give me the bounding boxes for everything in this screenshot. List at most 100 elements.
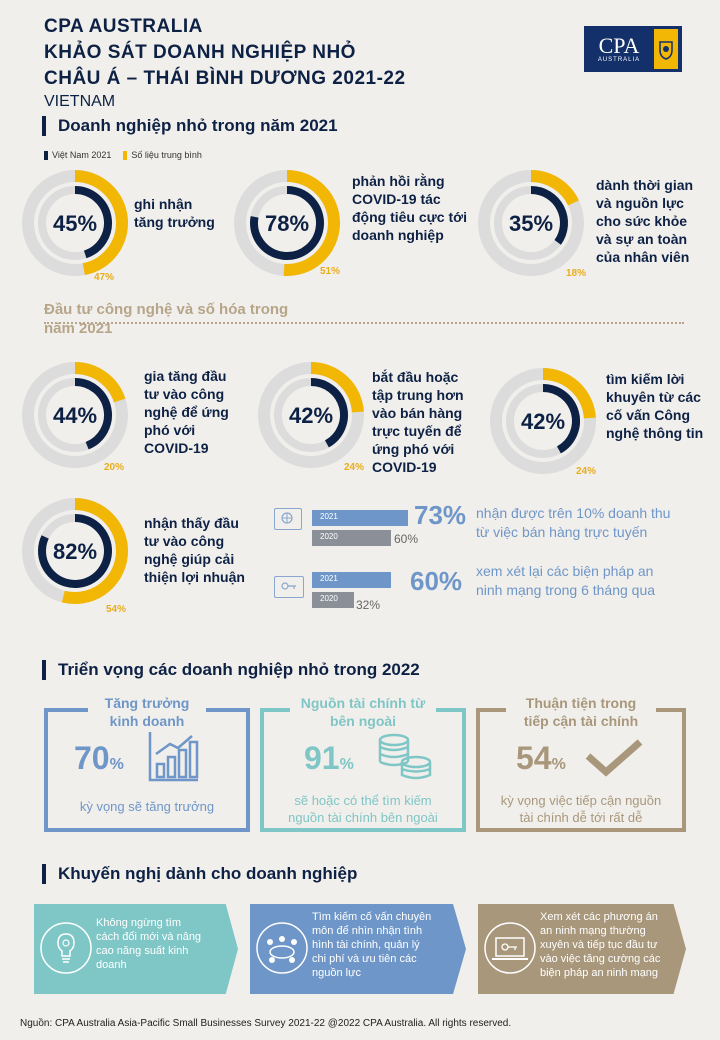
donut-covid-desc: phản hồi rằng COVID-19 tác động tiêu cực t… (352, 173, 467, 243)
section2-title: Đầu tư công nghệ và số hóa trong năm 2021 (44, 301, 289, 337)
bar-online-revenue: 2021 2020 (312, 508, 492, 548)
logo-subtext: AUSTRALIA (597, 57, 641, 63)
value-arc (74, 378, 112, 450)
donut-it-advice: 42% (488, 366, 598, 476)
footer-source: Nguồn: CPA Australia Asia-Pacific Small … (20, 1018, 512, 1029)
value-arc (38, 514, 112, 588)
donut-profit-avg: 54% (106, 604, 127, 615)
donut-covid-avg: 51% (320, 266, 341, 277)
avg-arc (74, 362, 126, 403)
coins-icon (376, 732, 436, 787)
donut-value-label: 82% (53, 539, 97, 564)
box-access-pct: 54% (516, 740, 566, 776)
donut-growth-avg: 47% (94, 272, 115, 283)
bar-cybersecurity: 2021 2020 (312, 570, 492, 610)
donut-wellbeing-desc: dành thời gian và nguồn lực cho sức khỏe và… (596, 177, 694, 265)
bar-row: 2020 (312, 592, 355, 608)
avg-arc (61, 498, 128, 604)
avg-arc (310, 362, 364, 413)
cpa-logo: CPA AUSTRALIA (584, 26, 682, 72)
meeting-icon (254, 920, 310, 981)
box-access-title: Thuận tiện trong tiếp cận tài chính (508, 694, 654, 730)
bar-online-revenue-2021-pct: 73% (414, 500, 467, 530)
value-arc (530, 186, 568, 245)
bar-row: 2020 (312, 530, 392, 546)
box-finance-title: Nguồn tài chính từ bên ngoài (290, 694, 436, 730)
donut-value-label: 78% (265, 211, 309, 236)
section4-title: Khuyến nghị dành cho doanh nghiệp (42, 864, 357, 884)
donut-svg: 42% (490, 368, 596, 474)
outlook-box-finance: Nguồn tài chính từ bên ngoài 91% sẽ hoặc … (260, 694, 466, 832)
outlook-box-access: Thuận tiện trong tiếp cận tài chính 54% k… (476, 694, 686, 832)
legend-avg-label: Số liệu trung bình (131, 150, 202, 160)
country-label: VIETNAM (44, 93, 116, 110)
donut-tech-invest-desc: gia tăng đầu tư vào công nghệ để ứng phó vớ… (144, 368, 229, 456)
donut-value-label: 42% (289, 403, 333, 428)
donut-online-sales-avg: 24% (344, 462, 365, 473)
value-arc (310, 378, 348, 448)
donut-tech-invest-avg: 20% (104, 462, 125, 473)
bar-year-label: 2020 (320, 594, 338, 603)
box-growth-pct: 70% (74, 740, 124, 776)
checkmark-icon (584, 738, 644, 783)
box-top-right-edge (202, 708, 250, 712)
crest-icon (654, 29, 678, 69)
donut-value-label: 44% (53, 403, 97, 428)
title-line-1: CPA AUSTRALIA (44, 16, 203, 37)
avg-arc (530, 170, 579, 206)
donut-tech-invest: 44% (20, 360, 130, 470)
avg-arc (542, 368, 596, 419)
donut-svg: 78% (234, 170, 340, 276)
rec-card-cybersecurity-text: Xem xét các phương án an ninh mạng thường… (540, 911, 661, 979)
donut-profit: 82% (20, 496, 130, 606)
legend-item-avg: Số liệu trung bình (123, 150, 202, 161)
box-top-left-edge (260, 708, 290, 712)
legend: Việt Nam 2021 Số liệu trung bình (44, 150, 202, 161)
box-top-left-edge (476, 708, 506, 712)
bar-online-revenue-2020-pct: 60% (394, 532, 419, 546)
box-access-desc: kỳ vọng việc tiếp cận nguồn tài chính dễ … (500, 793, 662, 825)
bar-cybersecurity-desc: xem xét lại các biện pháp an ninh mạng tr… (476, 563, 656, 598)
donut-value-label: 45% (53, 211, 97, 236)
box-finance-desc: sẽ hoặc có thể tìm kiếm nguồn tài chính b… (288, 793, 438, 825)
logo-text: CPA (598, 33, 640, 58)
bar-year-label: 2020 (320, 532, 338, 541)
avg-arc (283, 170, 340, 276)
box-finance-pct: 91% (304, 740, 354, 776)
bar-row: 2021 (312, 572, 392, 588)
donut-it-advice-desc: tìm kiếm lời khuyên từ các cố vấn Công nghệ… (606, 371, 704, 441)
section3-title: Triển vọng các doanh nghiệp nhỏ trong 20… (42, 660, 420, 680)
box-top-left-edge (44, 708, 92, 712)
title-line-3: CHÂU Á – THÁI BÌNH DƯƠNG 2021-22 (44, 68, 406, 89)
donut-svg: 44% (22, 362, 128, 468)
value-arc (542, 384, 580, 454)
section2-divider (44, 322, 684, 324)
donut-profit-desc: nhận thấy đầu tư vào công nghệ giúp cải thi… (144, 515, 245, 585)
donut-online-sales: 42% (256, 360, 366, 470)
donut-it-advice-avg: 24% (576, 466, 597, 477)
bar-cybersecurity-2021-pct: 60% (410, 566, 463, 596)
legend-vn-label: Việt Nam 2021 (52, 150, 112, 160)
rec-card-cybersecurity: Xem xét các phương án an ninh mạng thường… (478, 904, 686, 994)
rec-card-innovate-text: Không ngừng tìm cách đổi mới và nâng cao n… (96, 917, 202, 971)
monitor-icon (274, 508, 302, 530)
donut-wellbeing: 35% (476, 168, 586, 278)
title-line-2: KHẢO SÁT DOANH NGHIỆP NHỎ (44, 42, 356, 63)
section1-title: Doanh nghiệp nhỏ trong năm 2021 (42, 116, 338, 136)
value-arc (74, 186, 112, 259)
rec-card-advisor-text: Tìm kiếm cố vấn chuyên môn để nhìn nhận t… (312, 911, 432, 979)
bar-chart-icon (148, 730, 200, 787)
box-growth-desc: kỳ vọng sẽ tăng trưởng (79, 799, 215, 814)
bar-row: 2021 (312, 510, 409, 526)
laptop-key-icon (274, 576, 304, 598)
bar-online-revenue-desc: nhận được trên 10% doanh thu từ việc bán … (476, 505, 671, 540)
donut-growth: 45% (20, 168, 130, 278)
legend-item-vn: Việt Nam 2021 (44, 150, 112, 161)
box-growth-title: Tăng trưởng kinh doanh (88, 694, 206, 730)
laptop-key-icon (482, 920, 538, 981)
donut-growth-desc: ghi nhận tăng trưởng (134, 196, 215, 230)
bar-year-label: 2021 (320, 574, 338, 583)
donut-value-label: 42% (521, 409, 565, 434)
donut-wellbeing-avg: 18% (566, 268, 587, 279)
donut-value-label: 35% (509, 211, 553, 236)
